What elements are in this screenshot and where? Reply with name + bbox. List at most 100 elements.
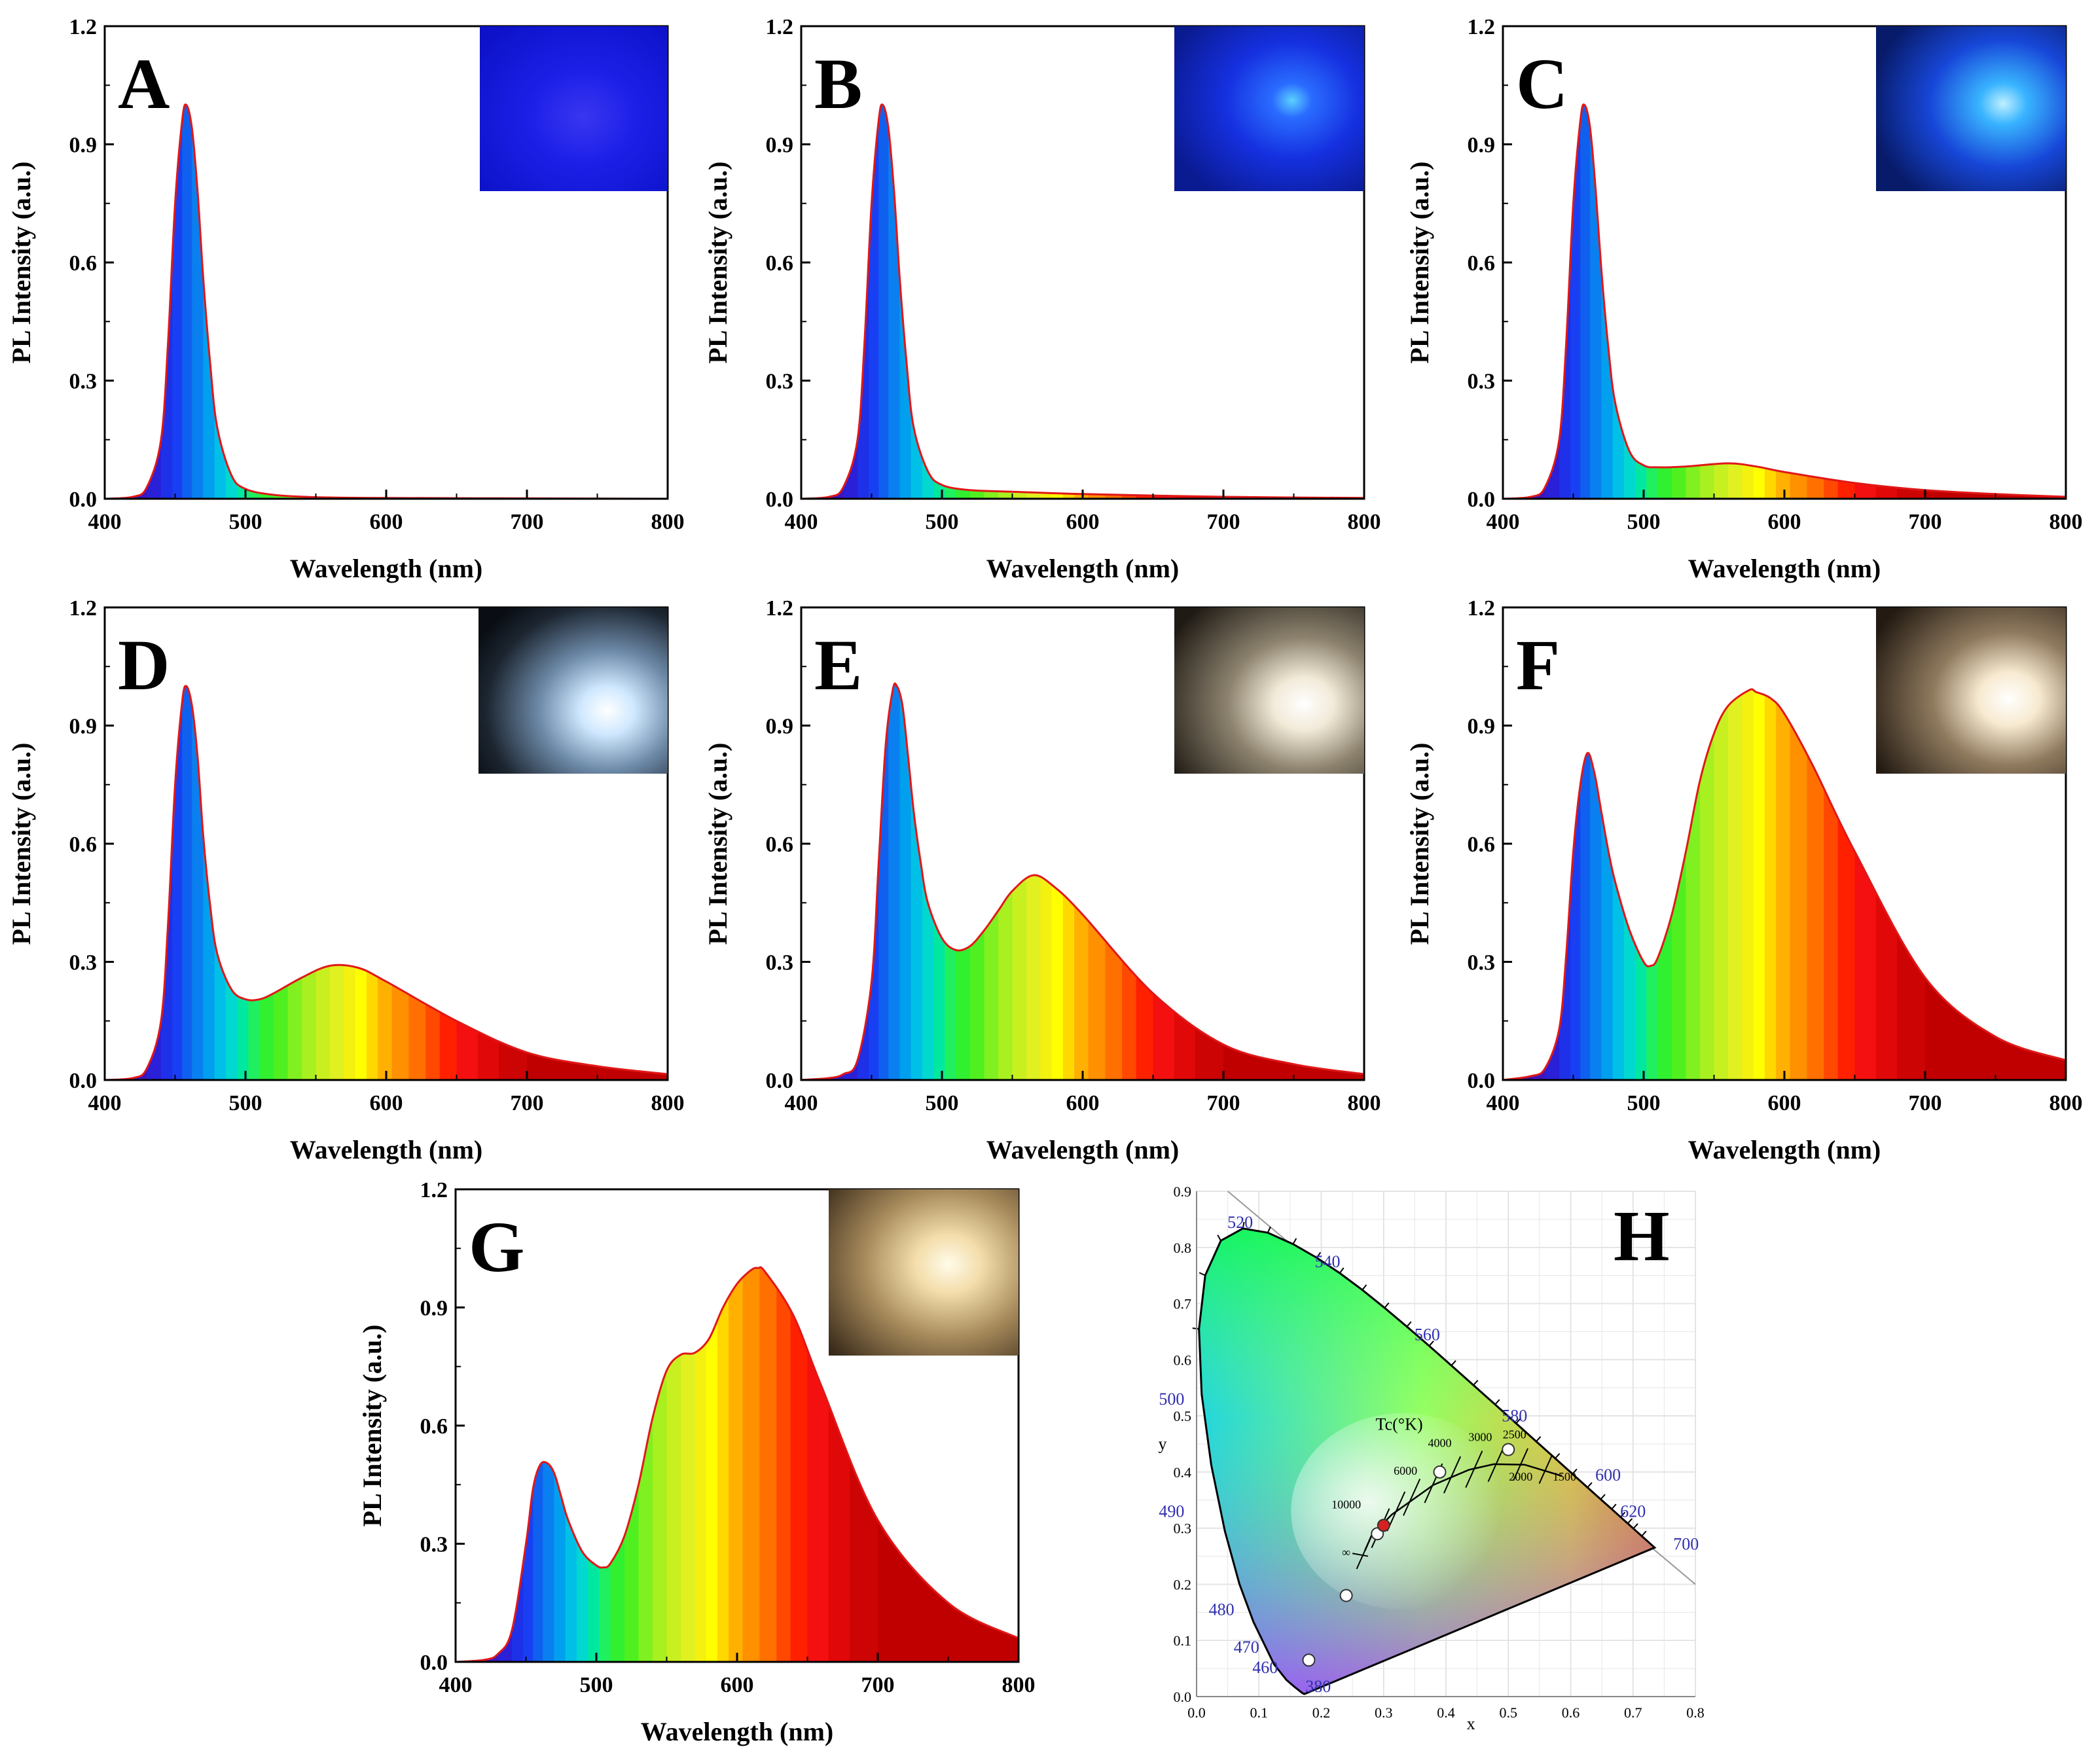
y-tick-label: 0.0: [1468, 1069, 1496, 1093]
panel-label: D: [118, 625, 170, 705]
spectrum-band: [1026, 683, 1041, 1080]
spectrum-band: [355, 104, 367, 499]
spectrum-band: [653, 1267, 668, 1662]
panel-label: H: [1614, 1196, 1670, 1276]
spectrum-line: [104, 103, 668, 500]
x-tick-label: 500: [580, 1673, 613, 1697]
cie-x-tick-label: 0.4: [1437, 1704, 1455, 1721]
spectrum-line: [104, 685, 668, 1081]
spectrum-band: [1714, 104, 1729, 499]
spectrum-band: [1824, 689, 1839, 1080]
chromaticity-point: [1433, 1465, 1447, 1479]
cie-y-tick-label: 0.5: [1174, 1408, 1192, 1424]
x-tick-label: 500: [229, 510, 262, 534]
wavelength-label: 540: [1315, 1252, 1341, 1271]
spectrum-band: [1646, 104, 1659, 499]
spectrum-band: [911, 683, 923, 1080]
x-tick-label: 700: [1909, 510, 1942, 534]
cie-x-tick-label: 0.3: [1375, 1704, 1393, 1721]
wavelength-label: 480: [1209, 1600, 1235, 1619]
spectrum-band: [1612, 104, 1625, 499]
panel-label: C: [1516, 44, 1568, 124]
spectrum-band: [1051, 683, 1064, 1080]
cie-x-tick-label: 0.1: [1250, 1704, 1269, 1721]
x-tick-label: 600: [1768, 510, 1801, 534]
isotherm-line: [1352, 1553, 1369, 1557]
spectrum-band: [1714, 689, 1729, 1080]
spectrum-band: [523, 1267, 533, 1662]
spectrum-band: [1122, 683, 1137, 1080]
spectrum-band: [456, 104, 478, 499]
x-axis-title: Wavelength (nm): [290, 554, 482, 583]
spectrum-band: [1074, 104, 1089, 499]
panel-label: E: [814, 625, 862, 705]
spectrum-band: [225, 685, 238, 1080]
panel-e: 400 500 600 700 800 0.0 0.3 0.6 0.9 1.2 Wavelength…: [703, 596, 1381, 1164]
spectrum-band: [1105, 104, 1123, 499]
wavelength-label: 380: [1305, 1677, 1331, 1696]
y-tick-label: 0.3: [1468, 370, 1496, 394]
spectrum-band: [956, 104, 971, 499]
spectrum-band: [998, 683, 1013, 1080]
spectrum-band: [970, 104, 985, 499]
cie-y-tick-label: 0.0: [1174, 1689, 1192, 1705]
spectrum-band: [456, 685, 478, 1080]
spectrum-band: [565, 1267, 577, 1662]
locus-tick: [1451, 1360, 1456, 1366]
spectrum-band: [1074, 683, 1089, 1080]
cct-label: 1500: [1553, 1470, 1576, 1483]
spectrum-band: [172, 104, 183, 499]
cie-x-tick-label: 0.7: [1624, 1704, 1642, 1721]
spectrum-band: [378, 685, 393, 1080]
spectrum-band: [214, 104, 226, 499]
y-axis-title: PL Intensity (a.u.): [7, 162, 36, 364]
spectrum-band: [543, 1267, 555, 1662]
spectrum-band: [1136, 104, 1154, 499]
cie-x-tick-label: 0.6: [1562, 1704, 1580, 1721]
panel-f: 400 500 600 700 800 0.0 0.3 0.6 0.9 1.2 Wavelength…: [1405, 596, 2083, 1164]
spectrum-band: [933, 683, 946, 1080]
spectrum-band: [899, 104, 912, 499]
x-axis-title: Wavelength (nm): [1688, 554, 1881, 583]
spectrum-band: [945, 683, 957, 1080]
locus-tick: [1192, 1327, 1199, 1330]
cie-y-tick-label: 0.8: [1174, 1240, 1192, 1256]
y-tick-label: 0.3: [766, 370, 794, 394]
locus-tick: [1292, 1238, 1297, 1245]
panel-label: G: [469, 1207, 525, 1287]
y-tick-label: 0.6: [69, 833, 98, 857]
y-tick-label: 1.2: [1468, 15, 1496, 39]
spectrum-band: [1854, 104, 1877, 499]
y-tick-label: 0.9: [766, 715, 794, 739]
x-tick-label: 500: [1627, 1091, 1661, 1115]
spectrum-band: [922, 104, 934, 499]
locus-tick: [1362, 1284, 1367, 1291]
x-tick-label: 700: [511, 510, 544, 534]
locus-tick: [1627, 1518, 1633, 1524]
wavelength-label: 700: [1673, 1534, 1699, 1553]
cie-y-tick-label: 0.6: [1174, 1352, 1192, 1368]
spectrum-band: [1088, 683, 1106, 1080]
spectrum-band: [533, 1267, 544, 1662]
spectrum-band: [214, 685, 226, 1080]
panel-d: 400 500 600 700 800 0.0 0.3 0.6 0.9 1.2 Wavelength…: [7, 596, 685, 1164]
inset-photo: [1174, 607, 1364, 774]
spectrum-band: [695, 1267, 707, 1662]
x-tick-label: 600: [1066, 1091, 1100, 1115]
spectrum-band: [742, 1267, 761, 1662]
spectrum-band: [869, 683, 879, 1080]
wavelength-label: 520: [1227, 1213, 1253, 1232]
spectrum-band: [1807, 104, 1824, 499]
spectrum-band: [1700, 104, 1715, 499]
wavelength-label: 490: [1159, 1502, 1184, 1521]
inset-photo: [480, 26, 668, 191]
isotherm-line: [1356, 1532, 1374, 1570]
y-tick-label: 0.3: [69, 951, 98, 975]
x-axis-title: Wavelength (nm): [641, 1717, 833, 1746]
locus-tick: [1600, 1494, 1606, 1500]
x-axis-title: Wavelength (nm): [986, 1135, 1179, 1164]
y-axis-title: PL Intensity (a.u.): [1405, 743, 1434, 945]
cie-y-axis-title: y: [1159, 1435, 1167, 1454]
inset-photo: [1876, 607, 2066, 774]
spectrum-band: [391, 104, 410, 499]
